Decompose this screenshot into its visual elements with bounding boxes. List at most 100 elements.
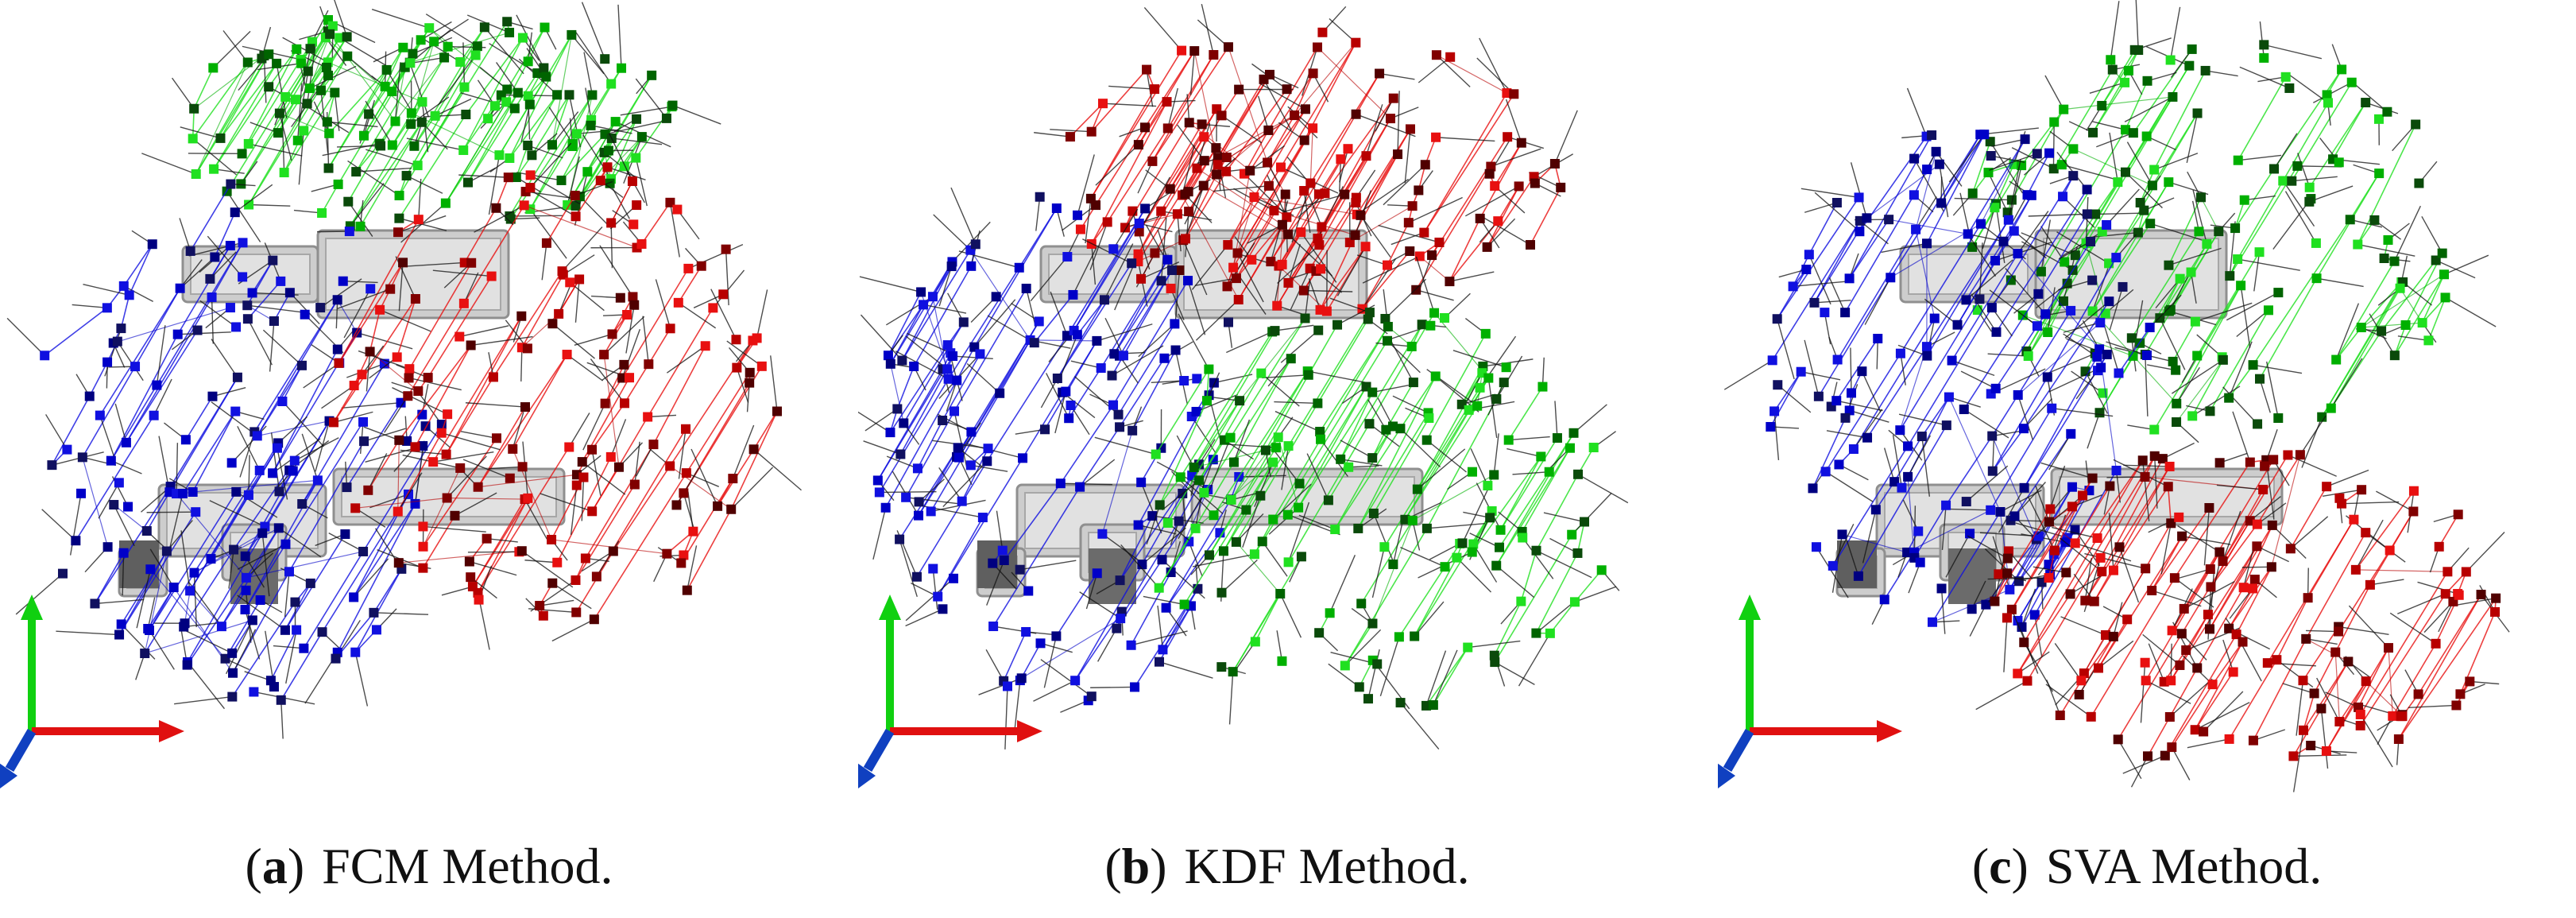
pose-node <box>269 316 279 326</box>
pose-node <box>636 239 647 250</box>
pose-node <box>1021 626 1031 637</box>
pose-node <box>2126 333 2137 343</box>
pose-node <box>1544 467 1554 477</box>
pose-node <box>696 261 706 271</box>
pose-node <box>595 176 605 186</box>
pose-node <box>564 90 574 100</box>
pose-node <box>292 135 303 145</box>
pose-node <box>2248 735 2258 746</box>
pose-node <box>728 474 738 484</box>
pose-node <box>2206 582 2216 592</box>
pose-node <box>242 300 253 311</box>
pose-node <box>2272 655 2282 665</box>
pose-node <box>357 370 367 380</box>
pose-node <box>1029 338 1039 348</box>
pose-node <box>1263 157 1273 168</box>
pose-node <box>1412 484 1422 494</box>
pose-node <box>227 648 238 658</box>
pose-node <box>2252 541 2262 552</box>
pose-graph-fcm <box>0 0 802 788</box>
pose-node <box>1051 203 1062 214</box>
pose-node <box>999 555 1009 565</box>
pose-node <box>243 138 253 149</box>
pose-node <box>1166 283 1176 293</box>
pose-node <box>607 329 617 339</box>
pose-node <box>2023 351 2033 361</box>
pose-node <box>1986 303 1997 313</box>
pose-node <box>482 533 492 544</box>
pose-node <box>2107 64 2118 75</box>
pose-node <box>2060 257 2070 267</box>
pose-node <box>1092 335 1102 346</box>
pose-node <box>238 238 248 248</box>
pose-node <box>2013 389 2023 400</box>
pose-node <box>1255 490 1266 501</box>
pose-node <box>272 58 282 68</box>
pose-node <box>177 488 188 498</box>
pose-node <box>2019 482 2029 493</box>
pose-node <box>571 480 582 490</box>
pose-node <box>440 198 451 208</box>
pose-node <box>1086 691 1097 702</box>
pose-node <box>1299 186 1309 196</box>
pose-node <box>2204 502 2214 513</box>
pose-node <box>501 97 512 107</box>
pose-node <box>1266 257 1276 267</box>
pose-node <box>1317 222 1327 232</box>
pose-node <box>147 239 157 250</box>
pose-node <box>2059 104 2069 114</box>
pose-node <box>2465 676 2475 687</box>
pose-node <box>2097 567 2107 577</box>
pose-node <box>398 42 408 52</box>
pose-node <box>488 372 498 382</box>
pose-node <box>1941 420 1951 431</box>
pose-node <box>2168 91 2178 102</box>
pose-node <box>402 436 412 446</box>
pose-node <box>1204 364 1214 374</box>
pose-node <box>364 109 374 119</box>
pose-node <box>1452 552 1462 563</box>
pose-node <box>1796 366 1806 377</box>
pose-node <box>2353 239 2363 250</box>
pose-node <box>874 487 884 498</box>
pose-node <box>180 435 191 445</box>
pose-node <box>2440 589 2450 599</box>
pose-node <box>1075 482 1085 492</box>
pose-node <box>2377 326 2387 336</box>
pose-node <box>1813 391 1824 401</box>
pose-node <box>2176 629 2187 639</box>
pose-node <box>535 601 545 611</box>
pose-node <box>1518 533 1528 543</box>
pose-node <box>1963 229 1973 239</box>
pose-node <box>1363 314 1373 324</box>
caption-letter: a <box>261 838 288 894</box>
pose-node <box>1536 451 1546 462</box>
pose-node <box>2273 288 2284 298</box>
pose-node <box>1421 523 1432 533</box>
pose-node <box>636 132 647 142</box>
pose-node <box>1431 50 1441 60</box>
pose-node <box>90 598 100 609</box>
pose-node <box>2288 751 2299 761</box>
pose-node <box>1332 320 1343 330</box>
pose-node <box>1472 401 1483 411</box>
pose-node <box>1184 118 1194 128</box>
pose-node <box>2218 354 2228 365</box>
pose-node <box>523 493 533 503</box>
pose-node <box>227 691 238 702</box>
pose-node <box>672 204 683 215</box>
pose-node <box>264 49 274 60</box>
pose-node <box>1394 632 1404 642</box>
pose-node <box>1174 516 1184 526</box>
pose-node <box>2355 709 2365 719</box>
pose-node <box>268 468 278 478</box>
pose-node <box>1573 469 1584 479</box>
pose-node <box>1947 355 1957 366</box>
pose-node <box>2346 77 2357 87</box>
pose-node <box>442 493 452 503</box>
pose-node <box>523 56 533 67</box>
pose-node <box>2238 583 2249 593</box>
pose-node <box>577 457 587 467</box>
pose-node <box>2094 344 2105 354</box>
pose-node <box>2262 658 2272 668</box>
